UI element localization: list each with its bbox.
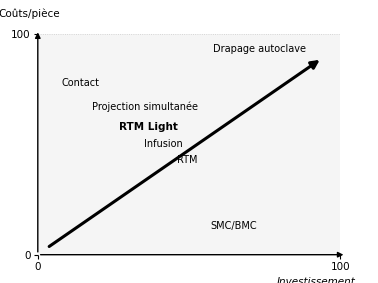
Text: Drapage autoclave: Drapage autoclave bbox=[213, 44, 306, 54]
Text: Projection simultanée: Projection simultanée bbox=[92, 102, 198, 112]
Text: RTM Light: RTM Light bbox=[119, 122, 178, 132]
Text: RTM: RTM bbox=[177, 155, 197, 165]
Text: Infusion: Infusion bbox=[144, 139, 183, 149]
Text: Investissement: Investissement bbox=[276, 277, 355, 283]
Text: Contact: Contact bbox=[62, 78, 100, 87]
Text: Coûts/pièce: Coûts/pièce bbox=[0, 8, 60, 18]
Text: SMC/BMC: SMC/BMC bbox=[210, 221, 257, 231]
